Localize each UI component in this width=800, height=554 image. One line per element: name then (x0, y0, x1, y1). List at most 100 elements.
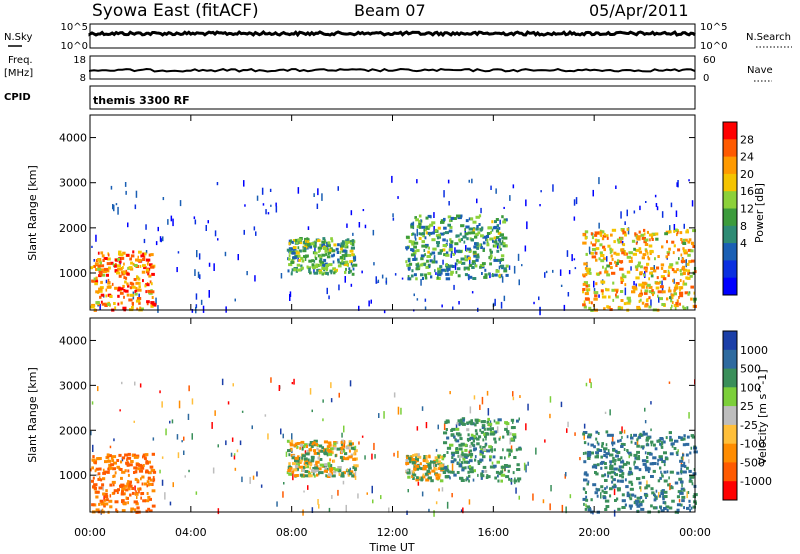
echo-cell-3 (646, 251, 649, 255)
scatter-echo (573, 258, 576, 261)
echo-cell-2 (499, 247, 502, 251)
echo-cell-4 (688, 469, 692, 473)
echo-cell-3 (615, 290, 618, 294)
echo-cell-0 (137, 467, 142, 471)
scatter-echo (650, 401, 652, 405)
echo-cell-4 (630, 440, 633, 444)
echo-cell-3 (595, 240, 597, 244)
scatter-echo (613, 509, 616, 517)
echo-cell-2 (460, 238, 463, 241)
echo-cell-4 (601, 474, 605, 478)
echo-cell-1 (292, 239, 297, 242)
echo-cell-1 (307, 458, 310, 462)
echo-cell-4 (679, 480, 684, 484)
echo-cell-3 (459, 437, 463, 441)
echo-cell-0 (113, 264, 117, 268)
echo-cell-0 (144, 457, 147, 461)
echo-cell-2 (471, 260, 476, 264)
echo-cell-3 (650, 274, 654, 278)
scatter-echo (264, 414, 267, 417)
echo-cell-0 (136, 307, 138, 311)
scatter-echo (244, 204, 246, 207)
echo-cell-0 (120, 460, 123, 464)
echo-cell-4 (604, 473, 607, 477)
echo-cell-1 (291, 251, 296, 255)
scatter-echo (262, 203, 265, 206)
echo-cell-4 (645, 459, 649, 463)
echo-cell-1 (302, 249, 307, 253)
colorbar-tick-label: 12 (740, 203, 754, 216)
echo-cell-4 (599, 461, 604, 465)
time-axis: 00:00 04:00 08:00 12:00 16:00 20:00 00:00 (74, 115, 711, 539)
echo-cell-3 (482, 420, 486, 423)
echo-cell-0 (99, 295, 102, 299)
echo-cell-3 (453, 458, 456, 462)
echo-cell-2 (420, 232, 423, 236)
echo-cell-4 (694, 501, 697, 505)
echo-cell-3 (657, 255, 660, 258)
echo-cell-3 (482, 446, 486, 449)
scatter-echo (592, 189, 594, 197)
echo-cell-3 (590, 232, 593, 236)
echo-cell-0 (147, 471, 152, 475)
scatter-echo (606, 256, 608, 262)
echo-cell-1 (345, 446, 350, 450)
scatter-echo (90, 431, 92, 436)
echo-cell-3 (673, 289, 676, 293)
echo-cell-4 (639, 502, 642, 506)
echo-cell-4 (583, 472, 588, 476)
echo-cell-0 (125, 269, 128, 273)
echo-cell-0 (127, 480, 130, 484)
echo-cell-0 (137, 288, 142, 292)
echo-cell-3 (638, 294, 642, 298)
echo-cell-3 (510, 449, 513, 453)
echo-cell-1 (348, 449, 351, 453)
echo-cell-2 (431, 469, 436, 473)
echo-cell-2 (479, 243, 483, 247)
echo-cell-4 (623, 448, 626, 451)
freq-tick-bottom: 8 (80, 73, 86, 84)
echo-cell-1 (303, 443, 308, 447)
echo-cell-1 (318, 271, 323, 275)
scatter-echo (331, 495, 333, 499)
echo-cell-2 (434, 467, 438, 471)
scatter-echo (509, 195, 511, 201)
scatter-echo (563, 304, 566, 311)
echo-cell-2 (407, 266, 411, 270)
scatter-echo (316, 203, 319, 209)
scatter-echo (193, 216, 196, 220)
echo-cell-4 (604, 499, 610, 503)
echo-cell-2 (505, 244, 508, 248)
nave-label: Nave (747, 65, 773, 76)
echo-cell-0 (107, 253, 110, 257)
echo-cell-3 (609, 247, 612, 251)
colorbar-swatch (723, 243, 737, 261)
echo-cell-3 (582, 241, 587, 245)
scatter-echo (241, 476, 243, 483)
scatter-echo (544, 272, 546, 278)
echo-cell-3 (650, 267, 654, 271)
echo-cell-1 (347, 253, 352, 257)
y-tick-label: 3000 (59, 177, 87, 190)
echo-cell-4 (587, 457, 591, 460)
echo-cell-3 (451, 456, 454, 460)
echo-cell-4 (680, 436, 683, 440)
scatter-echo (656, 206, 659, 211)
scatter-echo (589, 378, 591, 383)
scatter-echo (373, 262, 375, 266)
echo-cell-1 (334, 468, 339, 472)
echo-cell-4 (628, 504, 633, 508)
echo-cell-3 (489, 427, 494, 431)
echo-cell-4 (597, 488, 600, 492)
echo-cell-3 (602, 257, 606, 261)
echo-cell-0 (150, 303, 154, 307)
echo-cell-1 (289, 441, 293, 445)
nsky-series (88, 29, 696, 38)
echo-cell-2 (481, 262, 486, 266)
echo-cell-0 (151, 296, 154, 299)
echo-cell-3 (599, 251, 603, 255)
echo-cell-3 (641, 256, 645, 260)
echo-cell-0 (146, 484, 148, 488)
echo-cell-1 (352, 466, 357, 470)
